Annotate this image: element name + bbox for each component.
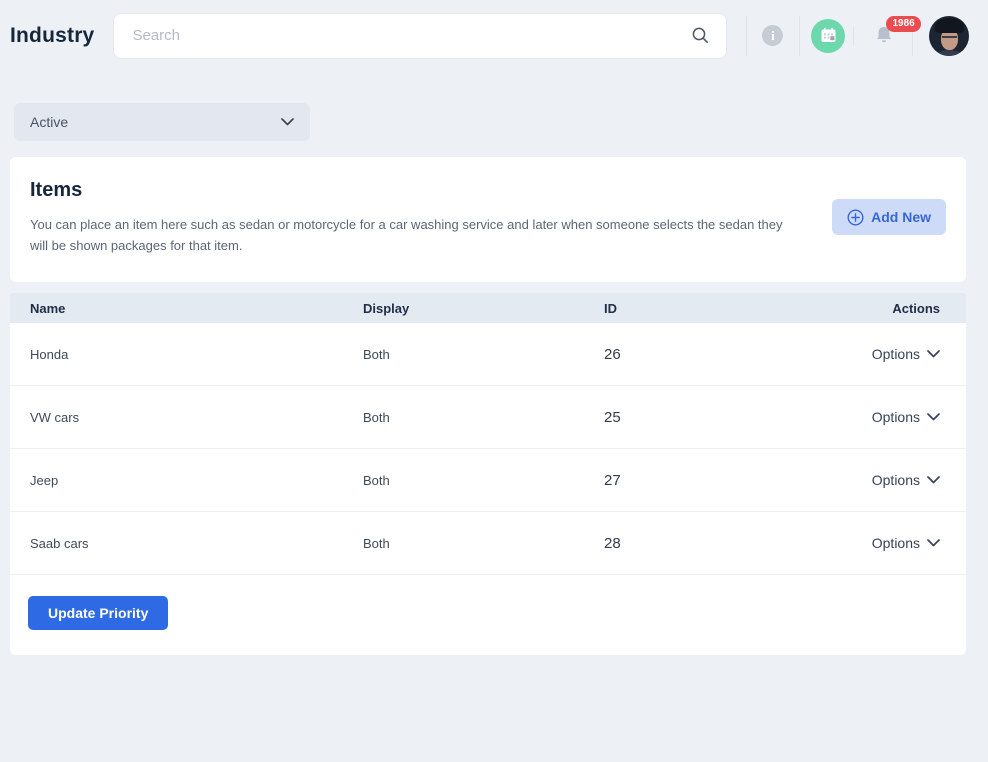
divider xyxy=(912,15,914,56)
calendar-icon[interactable] xyxy=(811,18,846,53)
search-icon[interactable] xyxy=(689,24,712,47)
status-filter-value: Active xyxy=(30,114,69,130)
table-row: Jeep Both 27 Options xyxy=(10,449,966,512)
notifications-bell[interactable]: 1986 xyxy=(874,15,921,48)
divider xyxy=(853,26,855,45)
status-filter-select[interactable]: Active xyxy=(14,103,310,141)
chevron-down-icon xyxy=(927,539,940,547)
options-button[interactable]: Options xyxy=(872,405,940,429)
item-name: VW cars xyxy=(30,409,80,425)
items-card-title: Items xyxy=(30,179,83,201)
avatar-hair xyxy=(935,17,965,33)
options-button[interactable]: Options xyxy=(872,531,940,555)
column-header-id: ID xyxy=(604,300,617,316)
options-button[interactable]: Options xyxy=(872,468,940,492)
item-id: 28 xyxy=(604,534,621,552)
options-label: Options xyxy=(871,535,920,551)
add-new-button[interactable]: Add New xyxy=(832,199,946,235)
item-name: Saab cars xyxy=(30,535,89,551)
item-name: Honda xyxy=(30,346,69,362)
item-id: 25 xyxy=(604,408,621,426)
item-display: Both xyxy=(363,535,390,551)
item-id: 27 xyxy=(604,471,621,489)
notification-badge: 1986 xyxy=(886,15,921,32)
user-avatar[interactable] xyxy=(929,15,970,56)
update-priority-button[interactable]: Update Priority xyxy=(28,596,169,630)
column-header-actions: Actions xyxy=(892,300,940,316)
item-name: Jeep xyxy=(30,472,59,488)
item-display: Both xyxy=(363,409,390,425)
divider xyxy=(799,15,801,56)
info-icon[interactable]: i xyxy=(762,25,784,46)
options-label: Options xyxy=(871,472,920,488)
items-card-description: You can place an item here such as sedan… xyxy=(30,217,783,253)
avatar-body xyxy=(937,49,963,56)
chevron-down-icon xyxy=(281,118,294,126)
items-card: Items You can place an item here such as… xyxy=(10,157,966,282)
search-input[interactable] xyxy=(132,27,690,44)
chevron-down-icon xyxy=(927,476,940,484)
table-row: Saab cars Both 28 Options xyxy=(10,512,966,575)
page-title: Industry xyxy=(10,23,95,47)
avatar-face xyxy=(941,27,959,50)
top-bar: Industry i 1986 xyxy=(0,0,988,71)
options-label: Options xyxy=(871,346,920,362)
item-display: Both xyxy=(363,472,390,488)
chevron-down-icon xyxy=(927,350,940,358)
options-button[interactable]: Options xyxy=(872,342,940,366)
item-id: 26 xyxy=(604,345,621,363)
divider xyxy=(746,15,748,56)
items-table: Honda Both 26 Options VW cars Both 25 Op… xyxy=(10,323,966,655)
search-bar[interactable] xyxy=(113,12,728,59)
add-new-label: Add New xyxy=(871,209,931,225)
chevron-down-icon xyxy=(927,413,940,421)
item-display: Both xyxy=(363,346,390,362)
table-row: VW cars Both 25 Options xyxy=(10,386,966,449)
options-label: Options xyxy=(871,409,920,425)
avatar-glasses xyxy=(942,35,958,40)
column-header-display: Display xyxy=(363,300,410,316)
table-header-row: Name Display ID Actions xyxy=(10,293,966,323)
table-footer: Update Priority xyxy=(10,575,966,655)
table-row: Honda Both 26 Options xyxy=(10,323,966,386)
plus-circle-icon xyxy=(847,208,864,226)
column-header-name: Name xyxy=(30,300,66,316)
